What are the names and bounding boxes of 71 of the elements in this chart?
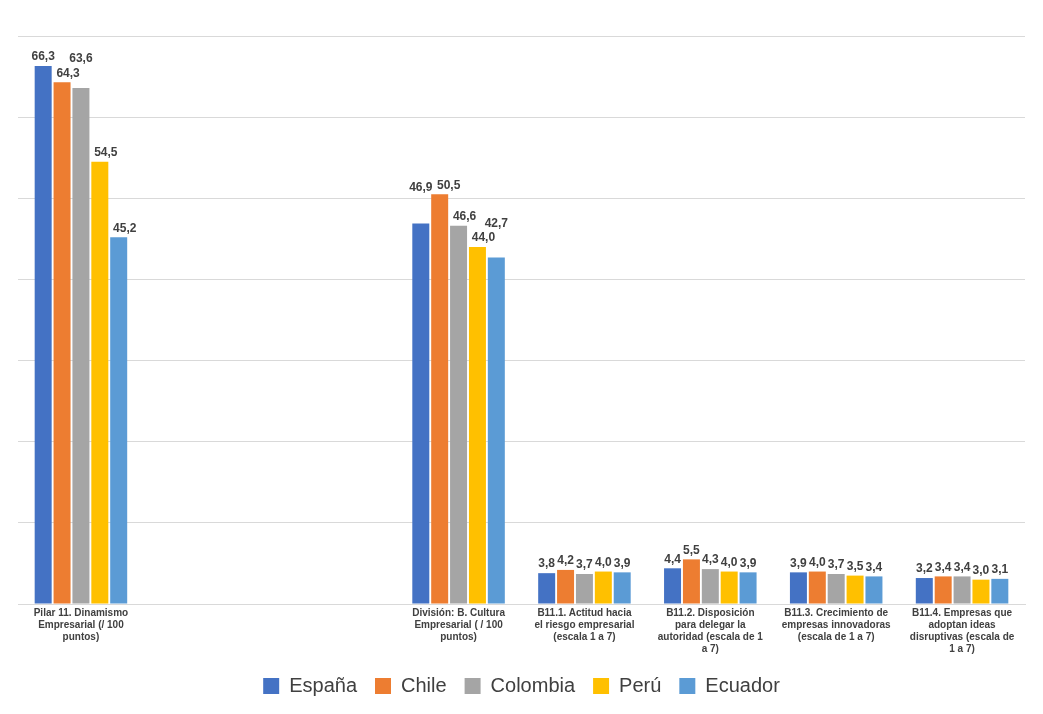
data-label: 4,2: [557, 553, 575, 568]
bar: [450, 225, 468, 604]
legend-label: Perú: [619, 673, 662, 696]
data-label: 3,9: [790, 555, 808, 570]
data-label: 3,0: [972, 562, 990, 577]
data-label: 64,3: [56, 65, 81, 80]
bar: [72, 87, 90, 604]
bar: [972, 579, 990, 604]
data-label: 3,8: [538, 556, 556, 571]
bar: [865, 576, 883, 604]
legend-label: Colombia: [490, 673, 576, 696]
data-label: 54,5: [94, 145, 118, 160]
bar: [934, 576, 952, 604]
data-label: 44,0: [471, 230, 496, 245]
data-label: 63,6: [69, 51, 93, 66]
bar: [53, 82, 71, 604]
bar: [431, 194, 449, 604]
data-label: 3,7: [576, 557, 594, 572]
bar: [468, 246, 486, 604]
data-label: 3,1: [991, 562, 1009, 577]
data-label: 5,5: [683, 542, 701, 557]
bar: [594, 571, 612, 604]
data-label: 45,2: [113, 220, 137, 235]
data-label: 4,3: [701, 552, 719, 567]
data-label: 3,9: [739, 555, 757, 570]
data-label: 4,0: [720, 554, 738, 569]
bar: [557, 569, 575, 604]
x-tick-label: B11.3. Crecimiento de empresas innovadoras (escala de 1 a 7): [781, 606, 892, 642]
bar: [827, 573, 845, 604]
bar: [846, 575, 864, 604]
data-label: 66,3: [31, 49, 56, 64]
bar: [953, 576, 971, 604]
data-label: 42,7: [484, 215, 509, 230]
bar: [789, 572, 807, 604]
bar: [701, 569, 719, 604]
data-label: 4,0: [594, 554, 612, 569]
bar: [613, 572, 631, 604]
data-label: 46,6: [452, 209, 477, 224]
bar: [412, 223, 430, 604]
bar: [110, 237, 128, 604]
data-label: 4,0: [808, 554, 826, 569]
data-label: 46,9: [409, 179, 433, 194]
legend-label: España: [289, 673, 358, 696]
x-tick-label: División: B. Cultura Empresarial ( / 100 puntos): [412, 606, 506, 642]
bar: [91, 161, 109, 604]
legend-label: Chile: [401, 673, 447, 696]
x-tick-label: B11.2. Disposición para delegar la autoridad (escala de 1 a 7): [657, 606, 764, 654]
bar: [682, 559, 700, 604]
bar: [34, 66, 52, 604]
data-label: 3,9: [613, 555, 631, 570]
data-label: 3,5: [846, 558, 864, 573]
data-label: 50,5: [437, 177, 461, 192]
bar: [487, 257, 505, 604]
bar: [575, 573, 593, 604]
bar: [538, 573, 556, 604]
legend-label: Ecuador: [705, 673, 781, 696]
x-tick-label: Pilar 11. Dinamismo Empresarial (/ 100 puntos): [33, 606, 129, 642]
data-label: 3,4: [934, 559, 952, 574]
bar: [739, 572, 757, 604]
x-tick-label: B11.1. Actitud hacia el riesgo empresarial (escala 1 a 7): [534, 606, 635, 642]
data-label: 3,4: [865, 559, 883, 574]
data-label: 4,4: [664, 551, 682, 566]
data-label: 3,7: [827, 557, 845, 572]
bar: [991, 578, 1009, 604]
data-label: 3,2: [915, 561, 933, 576]
bar: [808, 571, 826, 604]
x-tick-label: B11.4. Empresas que adoptan ideas disruptivas (escala de 1 a 7): [909, 606, 1015, 654]
bar: [915, 578, 933, 604]
data-label: 3,4: [953, 559, 971, 574]
bar: [720, 571, 738, 604]
bar: [664, 568, 682, 604]
